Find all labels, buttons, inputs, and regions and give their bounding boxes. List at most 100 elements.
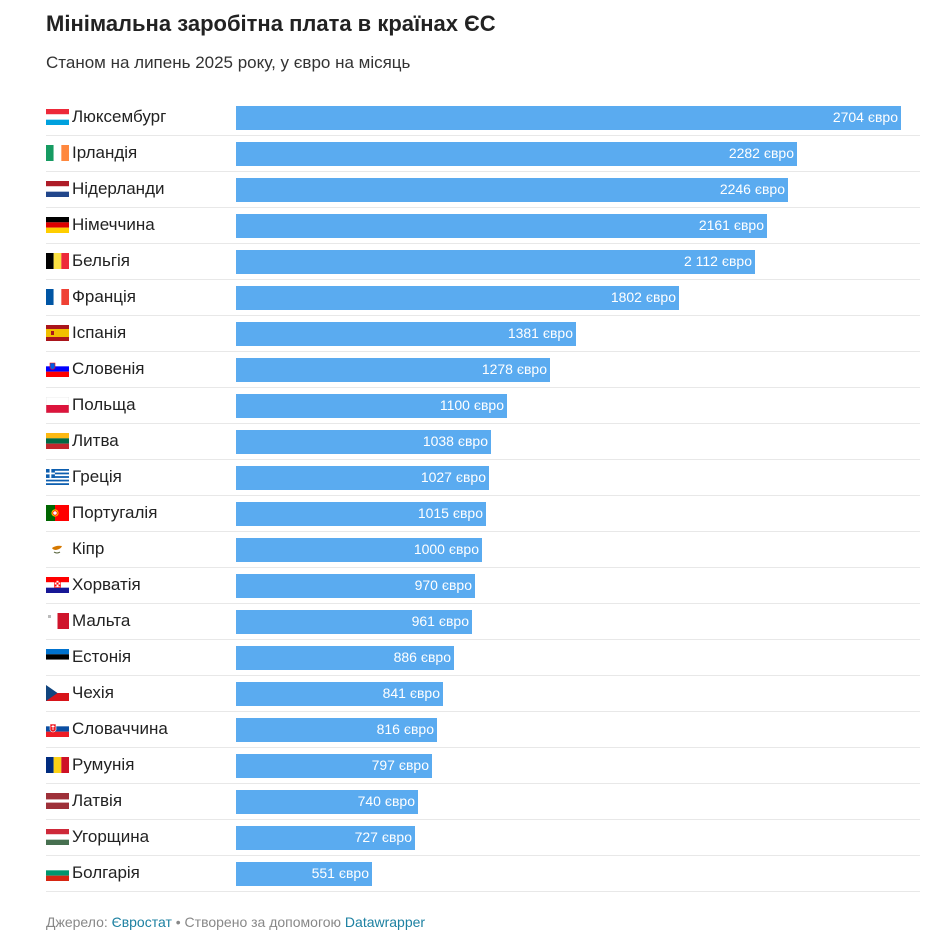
value-label: 2161 євро <box>698 217 764 233</box>
category-label: Польща <box>72 395 136 414</box>
chart-row: Греція 1027 євро <box>46 460 920 496</box>
bulgaria-flag-icon <box>46 865 69 881</box>
chart-row: Латвія 740 євро <box>46 784 920 820</box>
chart-row: Франція 1802 євро <box>46 280 920 316</box>
value-label: 727 євро <box>354 829 412 845</box>
chart-row: Німеччина 2161 євро <box>46 208 920 244</box>
romania-flag-icon <box>46 757 69 773</box>
bar <box>236 250 755 274</box>
chart-row: Литва 1038 євро <box>46 424 920 460</box>
value-label: 1381 євро <box>507 325 573 341</box>
netherlands-flag-icon <box>46 181 69 197</box>
chart-row: Іспанія 1381 євро <box>46 316 920 352</box>
category-label: Словаччина <box>72 719 168 738</box>
chart-row: Португалія 1015 євро <box>46 496 920 532</box>
chart-row: Естонія 886 євро <box>46 640 920 676</box>
chart-footer: Джерело: Євростат • Створено за допомого… <box>46 914 425 930</box>
value-label: 2704 євро <box>832 109 898 125</box>
category-label: Естонія <box>72 647 132 666</box>
bar <box>236 790 418 814</box>
chart-row: Ірландія 2282 євро <box>46 136 920 172</box>
bar <box>236 286 679 310</box>
value-label: 797 євро <box>371 757 429 773</box>
latvia-flag-icon <box>46 793 69 809</box>
category-label: Португалія <box>72 503 158 522</box>
luxembourg-flag-icon <box>46 109 69 125</box>
category-label: Німеччина <box>72 215 155 234</box>
slovenia-flag-icon <box>46 361 69 377</box>
belgium-flag-icon <box>46 253 69 269</box>
germany-flag-icon <box>46 217 69 233</box>
value-label: 970 євро <box>414 577 472 593</box>
bar <box>236 574 475 598</box>
bar <box>236 466 489 490</box>
category-label: Бельгія <box>72 251 131 270</box>
chart-row: Люксембург 2704 євро <box>46 100 920 136</box>
value-label: 551 євро <box>311 865 369 881</box>
source-prefix: Джерело: <box>46 914 108 930</box>
category-label: Угорщина <box>72 827 150 846</box>
chart-row: Бельгія 2 112 євро <box>46 244 920 280</box>
source-link[interactable]: Євростат <box>111 914 172 930</box>
bar <box>236 358 550 382</box>
category-label: Кіпр <box>72 539 105 558</box>
bar <box>236 862 372 886</box>
category-label: Мальта <box>72 611 131 630</box>
value-label: 1015 євро <box>417 505 483 521</box>
value-label: 1038 євро <box>422 433 488 449</box>
category-label: Нідерланди <box>72 179 165 198</box>
chart-row: Словаччина 816 євро <box>46 712 920 748</box>
bar <box>236 106 901 130</box>
ireland-flag-icon <box>46 145 69 161</box>
category-label: Іспанія <box>72 323 127 342</box>
chart-row: Угорщина 727 євро <box>46 820 920 856</box>
value-label: 1027 євро <box>420 469 486 485</box>
malta-flag-icon <box>46 613 69 629</box>
value-label: 2282 євро <box>728 145 794 161</box>
value-label: 740 євро <box>357 793 415 809</box>
value-label: 961 євро <box>411 613 469 629</box>
footer-separator: • <box>175 914 181 930</box>
cyprus-flag-icon <box>46 541 69 557</box>
chart-row: Нідерланди 2246 євро <box>46 172 920 208</box>
value-label: 816 євро <box>376 721 434 737</box>
slovakia-flag-icon <box>46 721 69 737</box>
datawrapper-link[interactable]: Datawrapper <box>344 914 426 930</box>
category-label: Чехія <box>72 683 114 702</box>
chart-subtitle: Станом на липень 2025 року, у євро на мі… <box>46 53 411 72</box>
chart-row: Чехія 841 євро <box>46 676 920 712</box>
category-label: Болгарія <box>72 863 140 882</box>
created-prefix: Створено за допомогою <box>184 914 342 930</box>
lithuania-flag-icon <box>46 433 69 449</box>
category-label: Ірландія <box>72 143 138 162</box>
category-label: Люксембург <box>72 107 167 126</box>
bar <box>236 754 432 778</box>
chart-row: Румунія 797 євро <box>46 748 920 784</box>
value-label: 1000 євро <box>413 541 479 557</box>
chart-row: Мальта 961 євро <box>46 604 920 640</box>
value-label: 2 112 євро <box>683 253 752 269</box>
bar <box>236 142 797 166</box>
bar <box>236 538 482 562</box>
bar <box>236 502 486 526</box>
category-label: Латвія <box>72 791 123 810</box>
hungary-flag-icon <box>46 829 69 845</box>
bar <box>236 178 788 202</box>
bar <box>236 718 437 742</box>
chart-row: Польща 1100 євро <box>46 388 920 424</box>
value-label: 841 євро <box>382 685 440 701</box>
category-label: Румунія <box>72 755 135 774</box>
value-label: 886 євро <box>393 649 451 665</box>
bar <box>236 826 415 850</box>
bar <box>236 430 491 454</box>
value-label: 2246 євро <box>719 181 785 197</box>
bar <box>236 214 767 238</box>
category-label: Словенія <box>72 359 145 378</box>
category-label: Хорватія <box>72 575 141 594</box>
category-label: Франція <box>72 287 136 306</box>
bar <box>236 646 454 670</box>
czechia-flag-icon <box>46 685 69 701</box>
chart-row: Словенія 1278 євро <box>46 352 920 388</box>
category-label: Греція <box>72 467 122 486</box>
estonia-flag-icon <box>46 649 69 665</box>
